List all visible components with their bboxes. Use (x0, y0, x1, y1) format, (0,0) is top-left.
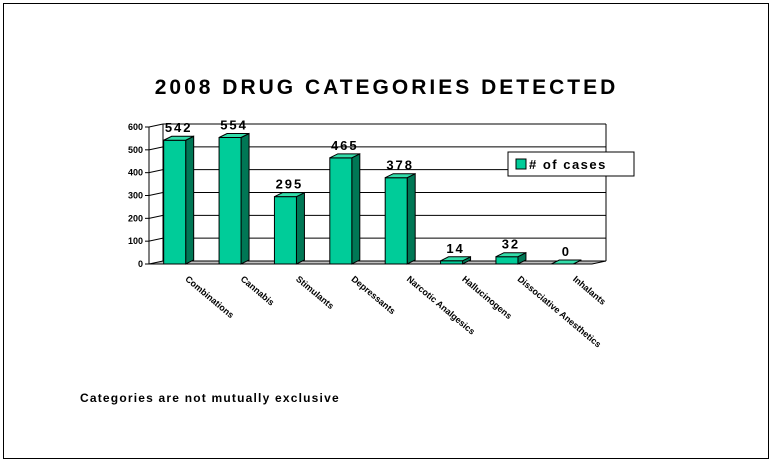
bar (329, 153, 361, 265)
x-tick-label: Combinations (183, 274, 235, 320)
bar (440, 255, 472, 265)
chart-footnote: Categories are not mutually exclusive (80, 391, 340, 405)
bar-side (351, 153, 361, 265)
y-tick-label: 0 (138, 259, 143, 269)
x-tick-label: Inhalants (571, 274, 608, 307)
y-tick-label: 300 (128, 191, 143, 201)
legend-label: # of cases (529, 157, 607, 172)
data-label: 542 (165, 120, 193, 135)
y-tick-label: 400 (128, 168, 143, 178)
bar-top (274, 192, 305, 198)
gridline-depth (148, 237, 164, 242)
bar (273, 191, 305, 265)
x-tick-label: Cannabis (239, 274, 276, 308)
data-label: 32 (502, 237, 520, 252)
bar-top (163, 135, 194, 141)
gridline-depth (148, 192, 164, 196)
bar-front (495, 256, 519, 265)
y-tick-label: 500 (128, 145, 143, 155)
bar-front (329, 157, 353, 265)
bar-side (295, 191, 305, 265)
bar-side (185, 135, 195, 265)
gridline-depth (148, 146, 164, 151)
data-label: 554 (220, 118, 248, 133)
chart-title: 2008 DRUG CATEGORIES DETECTED (154, 76, 619, 99)
bar-side (240, 132, 250, 265)
data-label: 14 (446, 241, 464, 256)
bar-top (551, 259, 582, 265)
bar-side (406, 172, 416, 265)
gridline-depth (148, 169, 164, 174)
bar-top (329, 153, 361, 159)
bar (163, 135, 195, 265)
bar-top (218, 133, 250, 139)
bar-front (384, 177, 408, 265)
gridline-depth (148, 123, 164, 128)
bar-front (163, 139, 187, 265)
x-tick-label: Depressants (350, 274, 398, 316)
data-label: 0 (562, 244, 571, 259)
gridline-depth (148, 214, 164, 219)
data-label: 465 (331, 138, 359, 153)
y-tick-label: 100 (128, 236, 143, 246)
bar-front (273, 196, 297, 265)
bar (218, 132, 250, 265)
x-tick-label: Hallucinogens (460, 274, 514, 321)
data-label: 378 (386, 158, 414, 173)
bar-top (440, 256, 471, 262)
bar (495, 251, 527, 265)
y-tick-label: 600 (128, 122, 143, 132)
x-tick-label: Stimulants (294, 274, 336, 311)
bar-top (384, 173, 416, 179)
legend-swatch (515, 158, 527, 170)
data-label: 295 (276, 177, 304, 192)
legend-box (507, 151, 635, 177)
bar-top (495, 252, 527, 258)
bar (551, 259, 582, 265)
bar (384, 172, 416, 265)
bar-front (218, 137, 242, 265)
y-tick-label: 200 (128, 213, 143, 223)
